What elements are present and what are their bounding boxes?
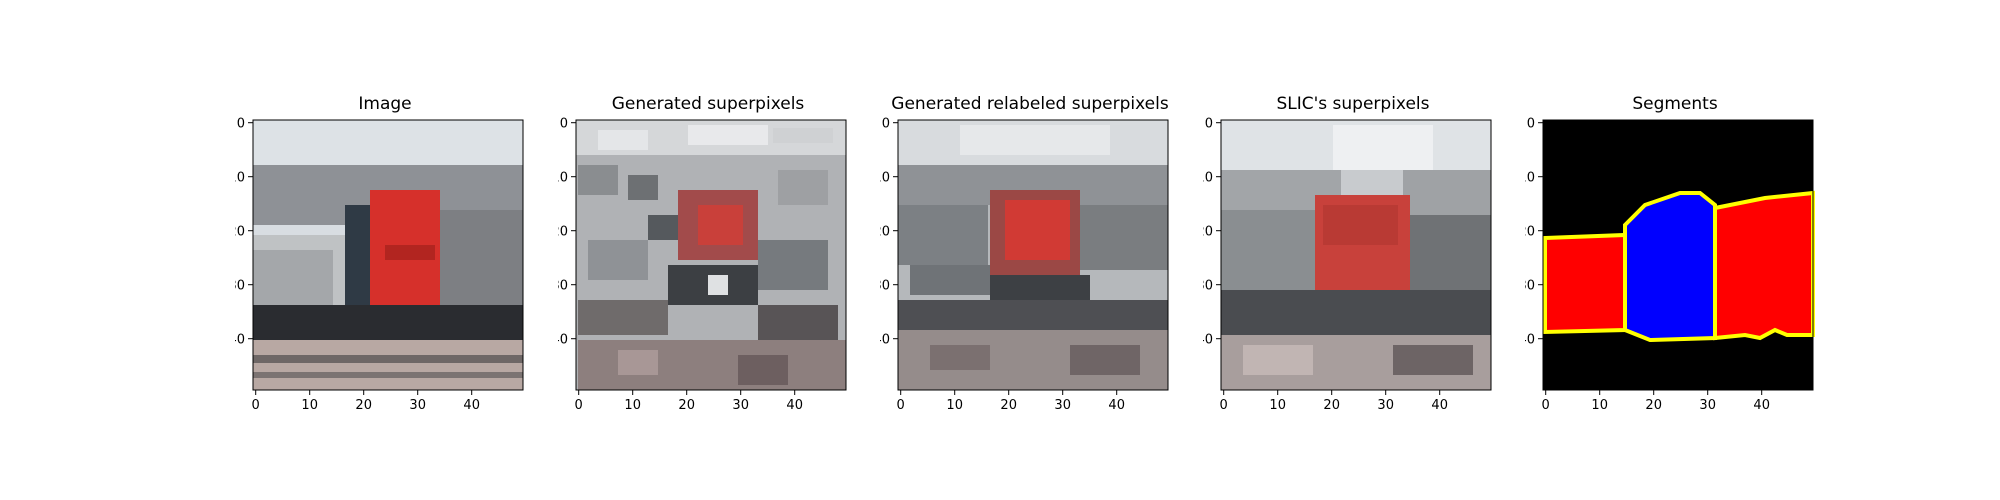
panel-title: Generated relabeled superpixels [891,94,1169,114]
y-tick-label: 0 [1205,117,1213,132]
x-tick-label: 30 [1377,398,1394,413]
y-ticks: 0 10 20 30 40 [558,117,576,348]
y-tick-label: 40 [1203,333,1213,348]
x-ticks: 0 10 20 30 40 [897,390,1125,413]
panel-segments: Segments 0 10 20 30 40 0 10 [1525,0,1825,500]
axes-frame [575,119,847,391]
y-tick-label: 20 [1203,225,1213,240]
y-ticks: 0 10 20 30 40 [1525,117,1543,348]
axes-generated: 0 10 20 30 40 0 10 20 30 40 [558,117,847,413]
axes-frame [252,119,524,391]
y-ticks: 0 10 20 30 40 [235,117,253,348]
y-ticks: 0 10 20 30 40 [880,117,898,348]
axes-image: 0 10 20 30 40 0 10 20 30 40 [235,117,524,413]
x-ticks: 0 10 20 30 40 [1542,390,1770,413]
x-tick-label: 30 [1699,398,1716,413]
x-ticks: 0 10 20 30 40 [252,390,480,413]
x-tick-label: 20 [1323,398,1340,413]
panel-relabeled: Generated relabeled superpixels 0 [880,0,1180,500]
x-ticks: 0 10 20 30 40 [575,390,803,413]
segments-map [1543,120,1815,390]
panel-title: SLIC's superpixels [1276,94,1430,114]
x-tick-label: 10 [624,398,641,413]
y-tick-label: 30 [1203,279,1213,294]
y-tick-label: 10 [1525,171,1535,186]
x-tick-label: 10 [1269,398,1286,413]
x-tick-label: 20 [1645,398,1662,413]
panel-title: Image [358,94,412,114]
x-tick-label: 10 [946,398,963,413]
y-tick-label: 30 [235,279,245,294]
image-content [253,120,523,390]
x-tick-label: 40 [1431,398,1448,413]
x-tick-label: 0 [1542,398,1550,413]
x-tick-label: 30 [409,398,426,413]
axes-relabeled: 0 10 20 30 40 0 10 20 30 40 [880,117,1169,413]
axes-slic: 0 10 20 30 40 0 10 20 30 40 [1203,117,1492,413]
y-tick-label: 20 [558,225,568,240]
y-tick-label: 10 [235,171,245,186]
y-tick-label: 20 [1525,225,1535,240]
y-tick-label: 30 [880,279,890,294]
x-tick-label: 20 [678,398,695,413]
panel-generated: Generated superpixels [558,0,858,500]
axes-frame [1220,119,1492,391]
x-ticks: 0 10 20 30 40 [1220,390,1448,413]
panel-image: Image 0 10 20 30 40 [235,0,535,500]
y-tick-label: 10 [880,171,890,186]
image-content [898,120,1168,390]
axes-frame [897,119,1169,391]
y-tick-label: 20 [880,225,890,240]
x-tick-label: 30 [1054,398,1071,413]
image-content [1221,120,1491,390]
y-tick-label: 30 [558,279,568,294]
x-tick-label: 40 [786,398,803,413]
x-tick-label: 10 [1591,398,1608,413]
x-tick-label: 0 [1220,398,1228,413]
panel-slic: SLIC's superpixels 0 10 20 [1203,0,1503,500]
x-tick-label: 20 [1000,398,1017,413]
y-tick-label: 40 [880,333,890,348]
y-tick-label: 0 [1527,117,1535,132]
x-tick-label: 40 [1108,398,1125,413]
x-tick-label: 20 [355,398,372,413]
x-tick-label: 0 [252,398,260,413]
x-tick-label: 30 [732,398,749,413]
y-tick-label: 40 [558,333,568,348]
y-tick-label: 40 [1525,333,1535,348]
x-tick-label: 40 [463,398,480,413]
x-tick-label: 10 [301,398,318,413]
x-tick-label: 0 [575,398,583,413]
panel-title: Generated superpixels [611,94,805,114]
y-tick-label: 10 [558,171,568,186]
y-tick-label: 20 [235,225,245,240]
y-tick-label: 40 [235,333,245,348]
y-tick-label: 0 [237,117,245,132]
image-content [576,120,846,390]
x-tick-label: 40 [1753,398,1770,413]
y-tick-label: 10 [1203,171,1213,186]
panel-title: Segments [1632,94,1718,114]
y-tick-label: 30 [1525,279,1535,294]
x-tick-label: 0 [897,398,905,413]
axes-segments: 0 10 20 30 40 0 10 20 30 40 [1525,117,1815,413]
y-ticks: 0 10 20 30 40 [1203,117,1221,348]
y-tick-label: 0 [560,117,568,132]
y-tick-label: 0 [882,117,890,132]
axes-frame [1542,119,1814,391]
